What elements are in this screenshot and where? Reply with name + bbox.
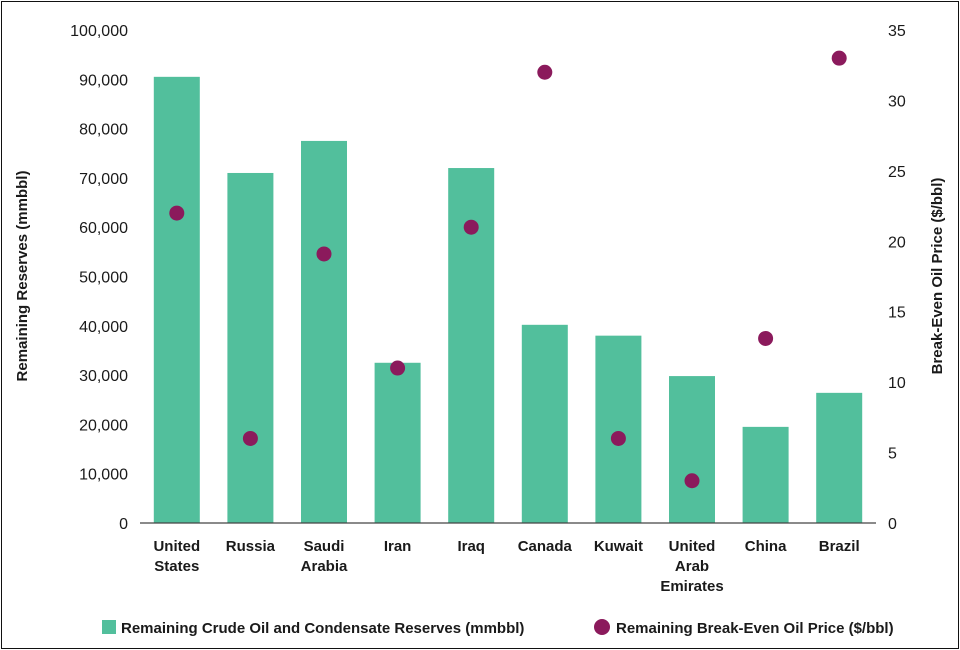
category-label: Saudi Arabia — [301, 538, 348, 575]
category-label: Brazil — [819, 538, 860, 555]
category-label: Kuwait — [594, 538, 643, 555]
bar — [521, 324, 568, 523]
dot-point — [390, 360, 406, 376]
dot-point — [758, 330, 774, 346]
right-axis-ticks: 0 5 10 15 20 25 30 35 — [888, 23, 906, 533]
right-tick-label: 5 — [888, 446, 897, 463]
right-tick-label: 20 — [888, 234, 906, 251]
right-tick-label: 0 — [888, 516, 897, 533]
left-tick-label: 40,000 — [79, 319, 128, 336]
category-labels: United States Russia Saudi Arabia Iran Iraq Can… — [153, 538, 859, 595]
bar — [669, 376, 715, 523]
left-tick-label: 60,000 — [79, 220, 128, 237]
bar — [742, 426, 789, 523]
bar-series — [153, 76, 863, 524]
left-tick-label: 70,000 — [79, 171, 128, 188]
left-axis-title: Remaining Reserves (mmbbl) — [14, 171, 31, 382]
category-label: Iran — [384, 538, 412, 555]
category-label: Iraq — [457, 538, 485, 555]
category-label: United States — [153, 538, 200, 575]
right-tick-label: 25 — [888, 164, 906, 181]
category-label: United Arab Emirates — [660, 538, 723, 595]
legend-dot-swatch — [594, 619, 610, 635]
right-tick-label: 30 — [888, 93, 906, 110]
left-tick-label: 30,000 — [79, 368, 128, 385]
dot-point — [242, 430, 258, 446]
category-label: Russia — [226, 538, 276, 555]
category-label: Canada — [518, 538, 573, 555]
dot-point — [610, 430, 626, 446]
dot-point — [831, 50, 847, 66]
right-axis-title: Break-Even Oil Price ($/bbl) — [929, 178, 946, 375]
bar — [595, 335, 642, 523]
left-tick-label: 10,000 — [79, 467, 128, 484]
dot-point — [316, 246, 332, 262]
left-tick-label: 90,000 — [79, 72, 128, 89]
left-tick-label: 20,000 — [79, 417, 128, 434]
right-tick-label: 15 — [888, 305, 906, 322]
dot-point — [684, 473, 700, 489]
dot-point — [169, 205, 185, 221]
right-tick-label: 10 — [888, 375, 906, 392]
bar — [227, 172, 274, 523]
right-tick-label: 35 — [888, 23, 906, 40]
left-tick-label: 50,000 — [79, 270, 128, 287]
bar — [374, 362, 421, 523]
category-label: China — [745, 538, 787, 555]
bar — [301, 140, 347, 524]
dot-point — [537, 64, 553, 80]
bar — [816, 392, 863, 523]
legend: Remaining Crude Oil and Condensate Reser… — [102, 619, 894, 637]
left-tick-label: 0 — [119, 516, 128, 533]
legend-bar-label: Remaining Crude Oil and Condensate Reser… — [121, 620, 524, 637]
left-tick-label: 100,000 — [70, 23, 128, 40]
bar — [153, 76, 200, 524]
left-tick-label: 80,000 — [79, 122, 128, 139]
legend-bar-swatch — [102, 620, 116, 634]
dot-series — [169, 50, 847, 489]
dot-point — [463, 219, 479, 235]
legend-dot-label: Remaining Break-Even Oil Price ($/bbl) — [616, 620, 894, 637]
left-axis-ticks: 0 10,000 20,000 30,000 40,000 50,000 60,000 70,… — [70, 23, 128, 533]
